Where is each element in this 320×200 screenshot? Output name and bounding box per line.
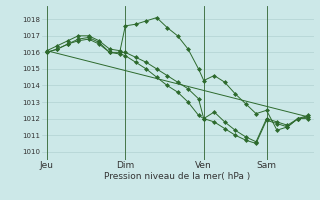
X-axis label: Pression niveau de la mer( hPa ): Pression niveau de la mer( hPa ) <box>104 172 251 181</box>
